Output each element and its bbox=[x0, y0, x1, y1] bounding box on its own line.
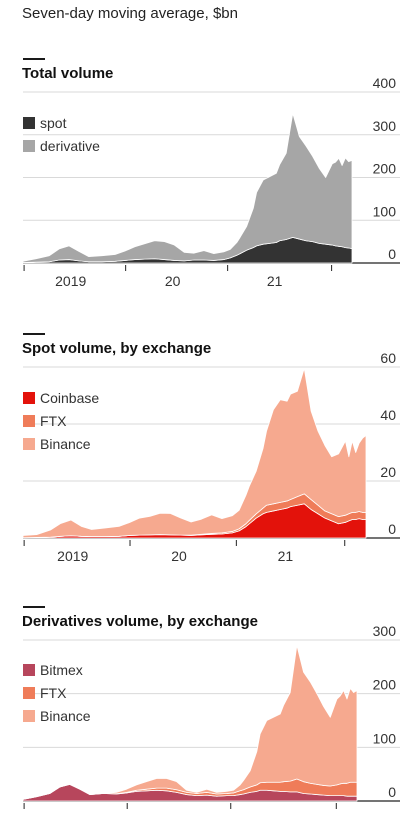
derivatives-volume-panel: Derivatives volume, by exchange 0 100 200 3… bbox=[0, 606, 420, 821]
legend-swatch bbox=[23, 415, 35, 427]
spot-volume-panel: Spot volume, by exchange 0 20 40 60 2019 20 21… bbox=[0, 333, 420, 573]
area-binance bbox=[22, 368, 367, 539]
spot-volume-chart: 0 20 40 60 2019 20 21 Coinbase FTX Binance bbox=[22, 350, 400, 564]
x-tick-label: 21 bbox=[278, 548, 294, 564]
total-volume-chart: 0 100 200 300 400 2019 20 21 spot derivative bbox=[22, 75, 400, 289]
legend-swatch bbox=[23, 117, 35, 129]
title-rule bbox=[23, 58, 45, 60]
legend-label: Binance bbox=[40, 708, 91, 724]
legend-swatch bbox=[23, 710, 35, 722]
y-tick-label: 300 bbox=[373, 118, 397, 134]
x-tick-label: 2019 bbox=[57, 548, 88, 564]
y-tick-label: 300 bbox=[373, 623, 397, 639]
x-tick-label: 21 bbox=[267, 273, 283, 289]
y-tick-label: 200 bbox=[373, 161, 397, 177]
legend-label: FTX bbox=[40, 413, 67, 429]
y-tick-label: 40 bbox=[380, 407, 396, 423]
panel-title: Total volume bbox=[22, 65, 114, 82]
total-volume-panel: Total volume 0 100 200 300 400 2019 20 21 spot de… bbox=[0, 58, 420, 298]
x-tick-label: 2019 bbox=[55, 273, 86, 289]
legend-swatch bbox=[23, 140, 35, 152]
y-tick-label: 100 bbox=[373, 730, 397, 746]
y-tick-label: 400 bbox=[373, 75, 397, 91]
legend-label: Binance bbox=[40, 436, 91, 452]
legend-swatch bbox=[23, 392, 35, 404]
legend-label: Coinbase bbox=[40, 390, 99, 406]
x-tick-label: 20 bbox=[171, 548, 187, 564]
legend-label: Bitmex bbox=[40, 662, 83, 678]
legend-swatch bbox=[23, 687, 35, 699]
y-tick-label: 100 bbox=[373, 203, 397, 219]
area-binance bbox=[22, 644, 358, 800]
legend-swatch bbox=[23, 664, 35, 676]
derivatives-volume-chart: 0 100 200 300 Bitmex FTX Binance bbox=[22, 623, 400, 809]
panel-title: Spot volume, by exchange bbox=[22, 340, 212, 357]
title-rule bbox=[23, 606, 45, 608]
y-tick-label: 60 bbox=[380, 350, 396, 366]
y-tick-label: 200 bbox=[373, 677, 397, 693]
legend-label: derivative bbox=[40, 138, 100, 154]
legend-label: FTX bbox=[40, 685, 67, 701]
y-tick-label: 0 bbox=[388, 246, 396, 262]
y-tick-label: 20 bbox=[380, 464, 396, 480]
panel-title: Derivatives volume, by exchange bbox=[22, 613, 258, 630]
legend-swatch bbox=[23, 438, 35, 450]
legend-label: spot bbox=[40, 115, 67, 131]
chart-subtitle: Seven-day moving average, $bn bbox=[22, 5, 238, 22]
y-tick-label: 0 bbox=[388, 784, 396, 800]
y-tick-label: 0 bbox=[388, 521, 396, 537]
area-derivative bbox=[22, 112, 353, 263]
x-tick-label: 20 bbox=[165, 273, 181, 289]
title-rule bbox=[23, 333, 45, 335]
